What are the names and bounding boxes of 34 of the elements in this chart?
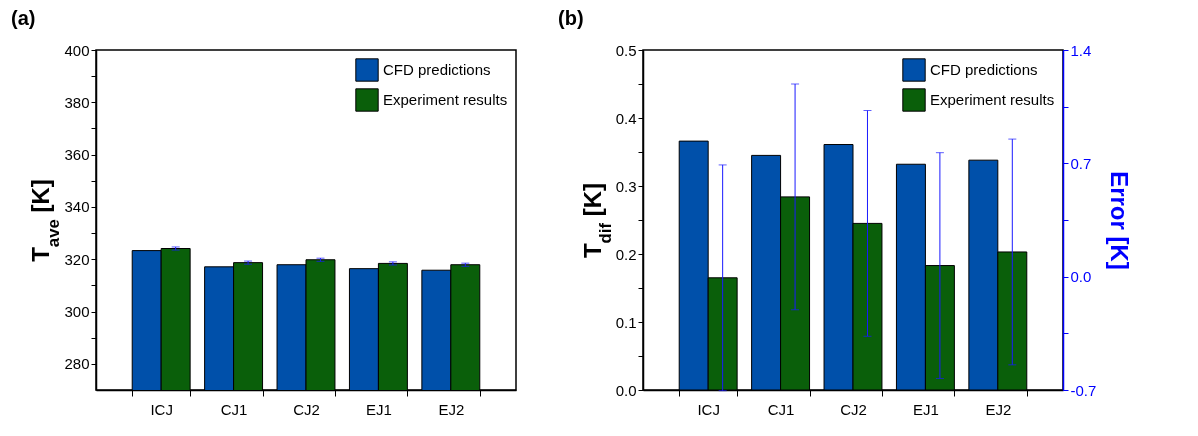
chart-title: (a): [11, 7, 36, 29]
x-tick-label: EJ1: [365, 400, 392, 418]
x-tick-label: ICJ: [150, 400, 173, 418]
y-tick-label: 300: [64, 303, 90, 321]
legend-label: CFD predictions: [930, 61, 1038, 78]
y2-tick-label: 1.4: [1070, 41, 1092, 59]
chart-title: (b): [558, 7, 584, 29]
x-tick-label: ICJ: [697, 400, 720, 418]
y-tick-label: 0.0: [615, 381, 637, 399]
y2-axis-title: Error [K]: [1106, 171, 1134, 270]
y-tick-label: 360: [64, 146, 90, 164]
y-tick-label: 400: [64, 41, 90, 59]
y-tick-label: 0.3: [615, 177, 637, 195]
x-tick-label: EJ2: [985, 400, 1012, 418]
legend-label: Experiment results: [930, 91, 1055, 108]
legend-label: CFD predictions: [383, 61, 491, 78]
y-tick-label: 0.4: [615, 109, 637, 127]
x-tick-label: CJ2: [840, 400, 867, 418]
y-tick-label: 380: [64, 93, 90, 111]
y-tick-label: 0.1: [615, 313, 637, 331]
y-tick-label: 320: [64, 250, 90, 268]
y2-tick-label: 0.7: [1070, 154, 1092, 172]
legend-label: Experiment results: [383, 91, 508, 108]
x-tick-label: CJ1: [767, 400, 795, 418]
y2-tick-label: -0.7: [1070, 381, 1097, 399]
x-tick-label: EJ1: [912, 400, 939, 418]
y-tick-label: 0.5: [615, 41, 637, 59]
y-tick-label: 280: [64, 355, 90, 373]
y-tick-label: 0.2: [615, 245, 637, 263]
x-tick-label: CJ2: [293, 400, 320, 418]
y-tick-label: 340: [64, 198, 90, 216]
x-tick-label: CJ1: [220, 400, 248, 418]
y2-tick-label: 0.0: [1070, 268, 1092, 286]
x-tick-label: EJ2: [438, 400, 465, 418]
